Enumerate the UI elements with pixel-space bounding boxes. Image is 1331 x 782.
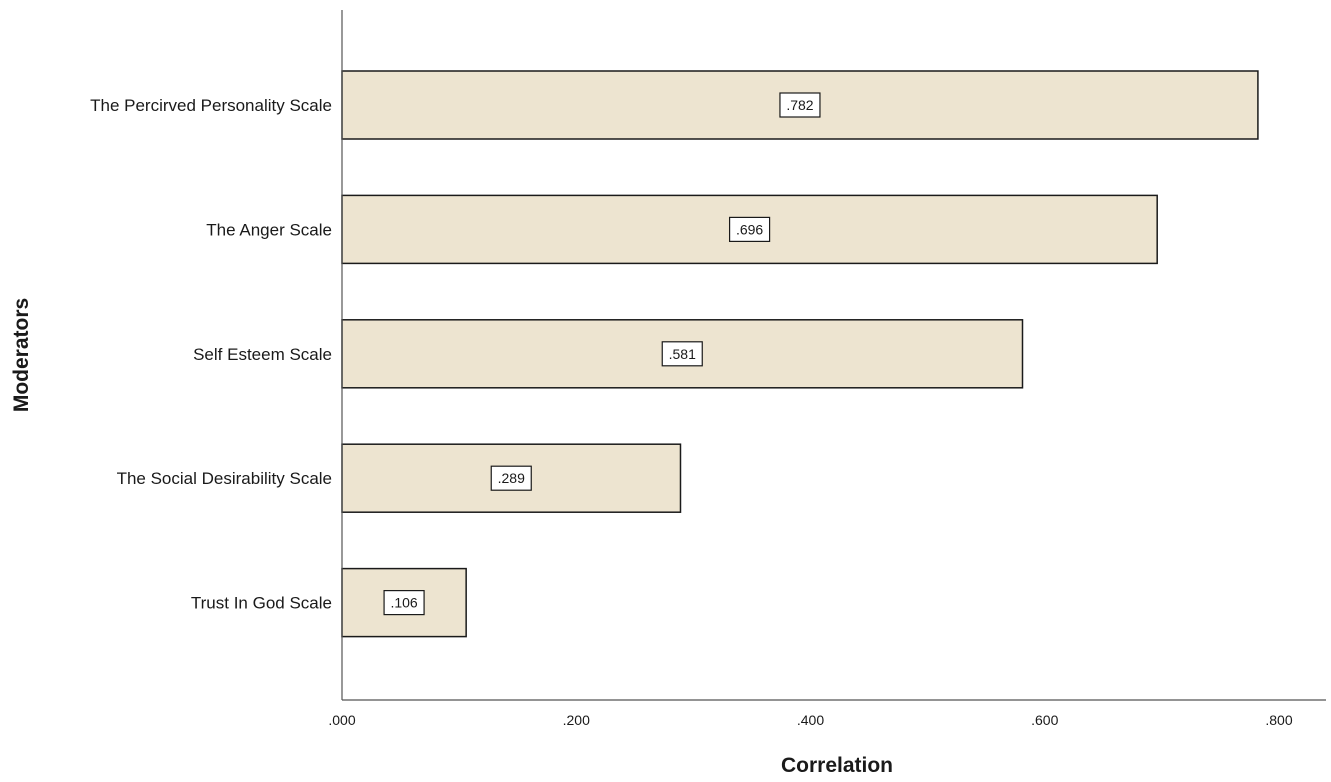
data-label: .782 [786, 97, 813, 113]
x-tick-label: .000 [328, 712, 355, 728]
x-axis-title: Correlation [781, 754, 893, 777]
x-tick-label: .800 [1265, 712, 1292, 728]
y-axis-title: Moderators [10, 298, 33, 412]
x-tick-label: .400 [797, 712, 824, 728]
category-label: Self Esteem Scale [193, 345, 332, 364]
x-tick-labels: .000 .200 .400 .600 .800 [328, 712, 1292, 728]
data-label-box [490, 465, 532, 491]
data-label: .289 [498, 470, 525, 486]
data-label: .581 [669, 346, 696, 362]
data-label-box [661, 341, 703, 367]
x-tick-label: .600 [1031, 712, 1058, 728]
data-label: .106 [390, 595, 417, 611]
axes [341, 10, 1326, 701]
data-label-box [383, 589, 425, 616]
category-label: The Anger Scale [206, 220, 332, 239]
data-label-box [779, 92, 821, 118]
data-labels: .782 .696 .581 .289 .106 [383, 92, 821, 616]
category-label: Trust In God Scale [191, 594, 332, 613]
bars-layer [341, 70, 1259, 638]
category-labels: The Percirved Personality Scale The Anger… [90, 96, 332, 613]
data-label: .696 [736, 221, 763, 237]
category-label: The Percirved Personality Scale [90, 96, 332, 115]
category-label: The Social Desirability Scale [117, 469, 332, 488]
x-tick-label: .200 [563, 712, 590, 728]
data-label-box [728, 216, 771, 242]
